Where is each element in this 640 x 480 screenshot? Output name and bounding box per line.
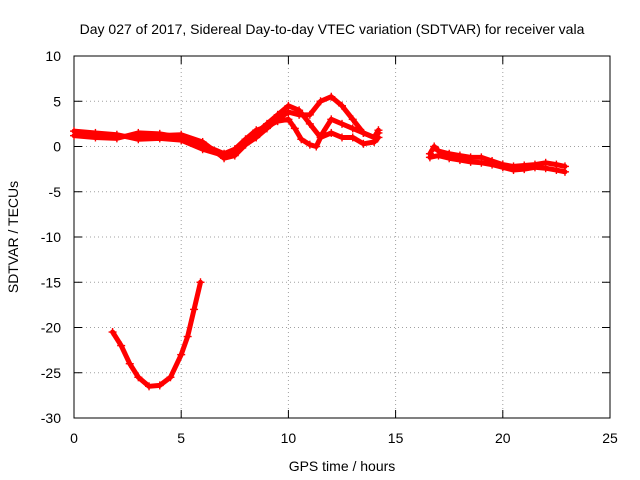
x-tick-labels: 0 5 10 15 20 25: [70, 430, 618, 446]
y-tick-label: 10: [45, 48, 61, 64]
y-tick-label: -25: [41, 365, 61, 381]
series-6: [108, 278, 205, 391]
y-tick-label: -10: [41, 229, 61, 245]
y-tick-label: -15: [41, 274, 61, 290]
y-tick-label: 5: [53, 93, 61, 109]
series-line: [71, 103, 381, 159]
x-axis-label: GPS time / hours: [289, 458, 396, 474]
x-tick-label: 20: [495, 430, 511, 446]
x-tick-label: 25: [602, 430, 618, 446]
axis-ticks: [73, 55, 611, 419]
y-axis-label: SDTVAR / TECUs: [5, 181, 21, 293]
x-tick-label: 0: [70, 430, 78, 446]
data-series: [70, 92, 569, 391]
x-tick-label: 15: [388, 430, 404, 446]
y-tick-labels: -30 -25 -20 -15 -10 -5 0 5 10: [41, 48, 61, 426]
series-line: [135, 94, 381, 161]
grid-lines: [74, 56, 610, 418]
y-tick-label: -20: [41, 320, 61, 336]
x-tick-label: 5: [177, 430, 185, 446]
series-line: [71, 116, 381, 157]
x-tick-label: 10: [281, 430, 297, 446]
y-tick-label: -5: [49, 184, 62, 200]
series-5: [425, 151, 569, 176]
y-tick-label: 0: [53, 139, 61, 155]
series-3: [134, 92, 383, 163]
chart-title: Day 027 of 2017, Sidereal Day-to-day VTE…: [80, 21, 585, 37]
y-tick-label: -30: [41, 410, 61, 426]
